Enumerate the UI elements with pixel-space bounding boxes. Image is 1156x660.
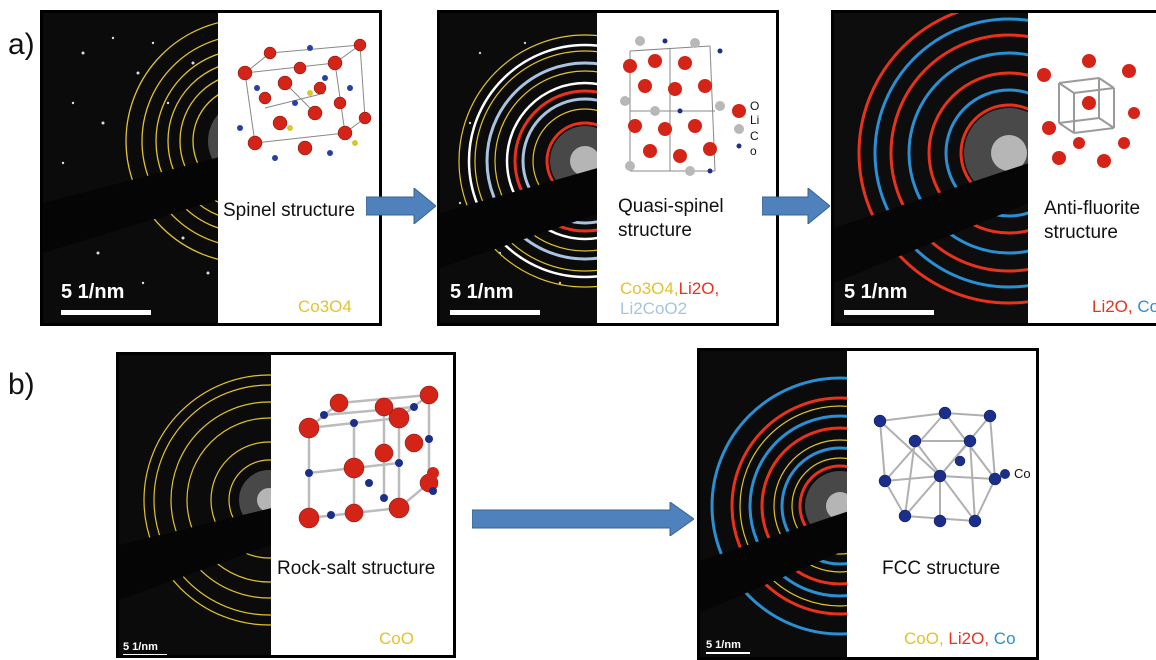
composition-part: Co3O4, [620,279,679,298]
scale-bar-label: 5 1/nm [844,281,908,303]
scale-bar [450,310,540,315]
scale-bar [706,652,750,654]
arrow-right [366,188,436,224]
row-label-b: b) [8,368,35,401]
panel-quasi-spinel: O Li C o Quasi-spinel structure Co3O4,Li… [437,10,779,326]
composition-part: Li2O, [1092,297,1133,316]
composition-label: Co3O4,Li2O, Li2CoO2 [620,279,719,319]
legend-co: Co [1014,466,1031,481]
legend-atom-icons [427,467,439,495]
structure-label: Rock-salt structure [277,558,436,579]
composition-part: Li2CoO2 [620,299,688,318]
panel-spinel: Spinel structure Co3O4 5 1/nm [40,10,382,326]
scale-bar [123,654,167,655]
composition-part: CoO [379,629,414,648]
legend-o2: o [750,144,757,158]
legend-c: C [750,129,759,143]
legend-atom-icons [732,104,746,149]
structure-card [271,355,453,655]
structure-label: Quasi-spinel structure [618,196,724,241]
quasi-spinel-crystal-model [620,36,725,176]
composition-part: Co3O4 [298,297,352,316]
row-label-a: a) [8,28,35,61]
composition-label: Co3O4 [298,297,352,317]
scale-bar-label: 5 1/nm [61,281,125,303]
composition-part: CoO, [904,629,944,648]
composition-part: Li2O, [678,279,720,298]
structure-label: FCC structure [882,558,1001,579]
structure-label: Spinel structure [223,200,356,221]
arrow-right [472,502,694,536]
spinel-crystal-model [237,38,372,161]
scale-bar [844,310,934,315]
rock-salt-crystal-model [298,385,439,529]
fcc-crystal-model [873,406,1002,528]
anti-fluorite-crystal-model [1037,54,1140,168]
legend-li: Li [750,113,760,127]
structure-label: Anti-fluorite structure [1044,198,1141,243]
composition-label: Li2O, Co [1092,297,1156,317]
scale-bar-label: 5 1/nm [123,641,158,653]
scale-bar [61,310,151,315]
composition-part: Li2O, [948,629,990,648]
composition-part: Co [993,629,1016,648]
scale-bar-label: 5 1/nm [450,281,514,303]
composition-label: CoO, Li2O, Co [904,629,1016,649]
legend-atom-icon [1000,469,1010,479]
panel-anti-fluorite: Anti-fluorite structure Li2O, Co 5 1/nm [831,10,1156,326]
composition-label: CoO [379,629,414,649]
panel-fcc: Co FCC structure CoO, Li2O, Co 5 1/nm [697,348,1039,660]
structure-card [847,351,1036,657]
panel-rock-salt: Rock-salt structure CoO 5 1/nm [116,352,456,658]
composition-part: Co [1137,297,1156,316]
scale-bar-label: 5 1/nm [706,639,741,651]
arrow-right [762,188,830,224]
legend-o: O [750,99,760,113]
